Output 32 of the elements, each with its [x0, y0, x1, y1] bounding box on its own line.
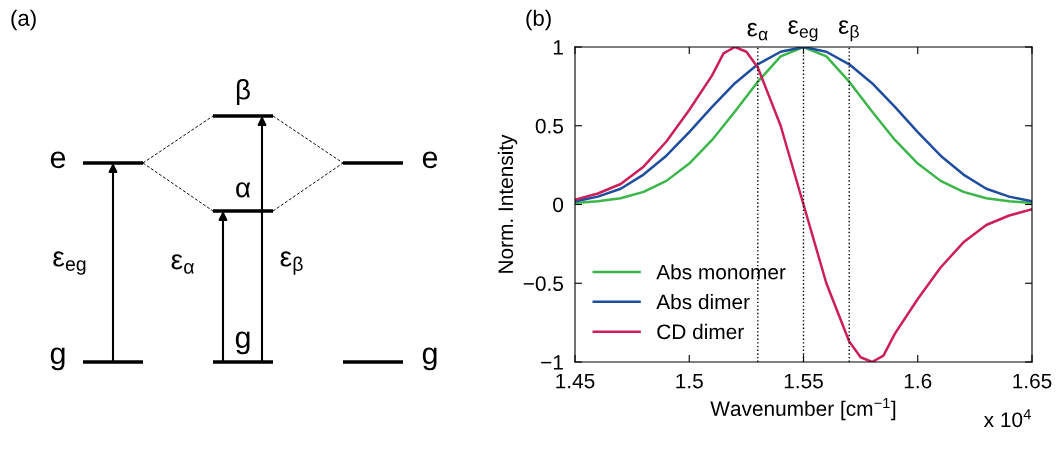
y-axis-title: Norm. Intensity — [497, 134, 518, 273]
ref-line-label: ε$_{eg}$ — [788, 20, 818, 42]
text: g — [422, 347, 437, 371]
text: (a) — [11, 9, 36, 31]
x-tick-label: 1.55 — [784, 373, 823, 389]
legend-label: CD dimer — [657, 323, 744, 340]
ref-line-label: ε$_{β}$ — [838, 20, 859, 42]
y-tick-label: −0.5 — [523, 276, 564, 291]
text: ε$_{α}$ — [171, 254, 194, 274]
legend-label: Abs monomer — [656, 264, 786, 280]
text: e — [50, 151, 66, 169]
text: ε$_{eg}$ — [53, 251, 86, 275]
x-tick-label: 1.65 — [1013, 373, 1052, 389]
x-tick-label: 1.6 — [904, 373, 932, 389]
text: β — [236, 79, 250, 105]
y-tick-label: 0 — [553, 197, 564, 213]
text: ε$_{β}$ — [280, 251, 303, 275]
line-series — [575, 47, 1032, 362]
x-tick-label: 1.5 — [676, 373, 703, 389]
x-tick-label: 1.45 — [556, 373, 595, 389]
chart-title: (b) — [526, 9, 551, 31]
text: α — [236, 182, 251, 198]
y-tick-label: 1 — [553, 40, 563, 55]
text: x 10$^{4}$ — [983, 409, 1031, 428]
text: g — [50, 347, 65, 371]
y-tick-label: 0.5 — [535, 118, 564, 134]
legend-label: Abs dimer — [656, 293, 750, 310]
y-tick-label: −1 — [541, 355, 563, 370]
text: g — [235, 331, 250, 355]
ref-line-label: ε$_{α}$ — [747, 22, 768, 41]
x-axis-title: Wavenumber [cm$^{−1}$] — [710, 398, 896, 421]
text: e — [422, 151, 438, 169]
